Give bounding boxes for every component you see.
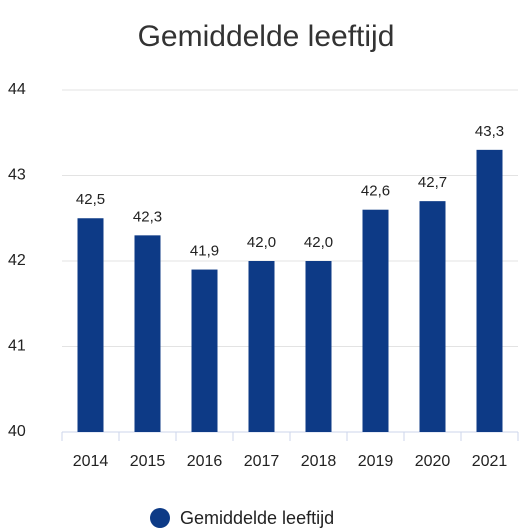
bar	[77, 218, 104, 432]
x-tick-label: 2019	[358, 453, 394, 470]
legend-label: Gemiddelde leeftijd	[180, 508, 334, 528]
data-label: 42,5	[76, 191, 105, 208]
chart-title: Gemiddelde leeftijd	[138, 20, 395, 53]
y-tick-label: 42	[8, 252, 26, 269]
x-tick-label: 2015	[130, 453, 166, 470]
data-label: 41,9	[190, 243, 219, 260]
x-tick-label: 2018	[301, 453, 337, 470]
data-label: 42,7	[418, 174, 447, 191]
x-tick-label: 2017	[244, 453, 280, 470]
y-tick-label: 44	[8, 81, 26, 98]
data-label: 43,3	[475, 123, 504, 140]
bar	[419, 201, 446, 432]
data-label: 42,0	[247, 234, 276, 251]
data-label: 42,3	[133, 208, 162, 225]
x-tick-label: 2014	[73, 453, 109, 470]
data-label: 42,0	[304, 234, 333, 251]
data-label: 42,6	[361, 183, 390, 200]
bar	[248, 261, 275, 432]
bar	[305, 261, 332, 432]
bar	[134, 235, 161, 432]
x-tick-label: 2016	[187, 453, 223, 470]
y-tick-label: 40	[8, 423, 26, 440]
bar	[362, 209, 389, 432]
x-tick-label: 2021	[472, 453, 508, 470]
legend-marker	[150, 508, 170, 528]
bar	[191, 269, 218, 432]
y-tick-label: 43	[8, 167, 26, 184]
bar	[476, 149, 503, 432]
x-tick-label: 2020	[415, 453, 451, 470]
y-tick-label: 41	[8, 338, 26, 355]
